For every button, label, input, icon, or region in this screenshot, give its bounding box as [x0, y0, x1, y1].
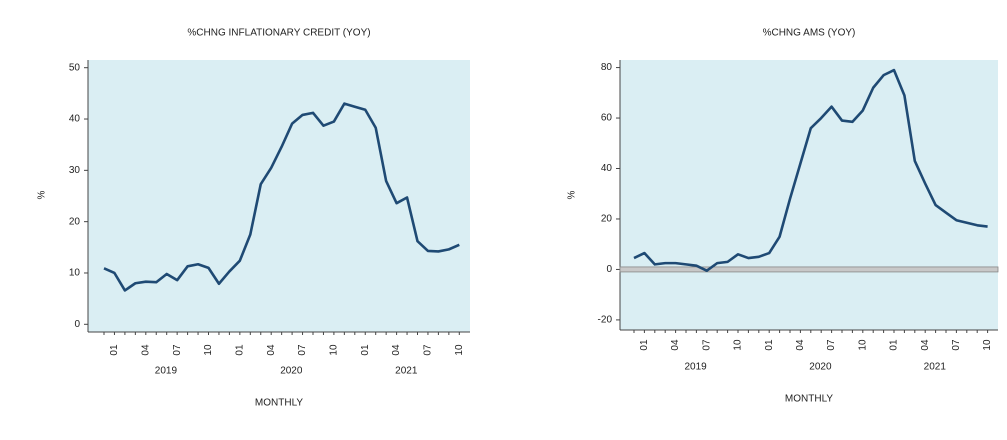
- x-group-label: 2020: [280, 366, 303, 377]
- x-tick-label: 04: [795, 339, 806, 351]
- chart-title: %CHNG AMS (YOY): [763, 28, 856, 39]
- x-group-label: 2021: [395, 366, 418, 377]
- x-tick-label: 04: [266, 344, 277, 356]
- x-tick-label: 07: [297, 344, 308, 356]
- y-tick-label: 40: [601, 163, 613, 174]
- y-tick-label: 30: [69, 165, 81, 176]
- x-group-label: 2019: [155, 366, 178, 377]
- x-tick-label: 10: [203, 344, 214, 356]
- y-tick-label: 10: [69, 268, 81, 279]
- x-tick-label: 01: [764, 339, 775, 351]
- x-tick-label: 07: [172, 344, 183, 356]
- y-tick-label: 20: [601, 214, 613, 225]
- x-group-label: 2021: [924, 362, 947, 373]
- y-tick-label: 0: [606, 264, 612, 275]
- x-tick-label: 10: [982, 339, 993, 351]
- x-tick-label: 07: [826, 339, 837, 351]
- y-tick-label: 0: [74, 319, 80, 330]
- y-axis-label: %: [37, 190, 48, 199]
- line-series: [103, 102, 460, 292]
- x-group-label: 2020: [809, 362, 832, 373]
- y-tick-label: 40: [69, 114, 81, 125]
- x-axis-label: MONTHLY: [255, 398, 303, 409]
- x-tick-label: 10: [733, 339, 744, 351]
- x-tick-label: 01: [234, 344, 245, 356]
- x-tick-label: 07: [423, 344, 434, 356]
- x-tick-label: 07: [701, 339, 712, 351]
- x-tick-label: 10: [454, 344, 465, 356]
- y-tick-label: -20: [598, 315, 613, 326]
- x-tick-label: 01: [639, 339, 650, 351]
- x-tick-label: 01: [360, 344, 371, 356]
- plot-area: [88, 60, 470, 332]
- x-tick-label: 04: [920, 339, 931, 351]
- x-tick-label: 04: [391, 344, 402, 356]
- y-axis-label: %: [567, 190, 578, 199]
- x-axis-label: MONTHLY: [785, 394, 833, 405]
- zero-line: [619, 266, 999, 273]
- chart-title: %CHNG INFLATIONARY CREDIT (YOY): [187, 28, 370, 39]
- y-tick-label: 50: [69, 62, 81, 73]
- x-tick-label: 10: [329, 344, 340, 356]
- x-tick-label: 04: [670, 339, 681, 351]
- x-tick-label: 10: [857, 339, 868, 351]
- line-series: [633, 68, 988, 273]
- x-tick-label: 07: [951, 339, 962, 351]
- x-tick-label: 01: [889, 339, 900, 351]
- plot-area: [620, 60, 998, 330]
- y-tick-label: 80: [601, 62, 613, 73]
- x-tick-label: 04: [140, 344, 151, 356]
- y-tick-label: 60: [601, 113, 613, 124]
- x-group-label: 2019: [684, 362, 707, 373]
- y-tick-label: 20: [69, 216, 81, 227]
- x-tick-label: 01: [109, 344, 120, 356]
